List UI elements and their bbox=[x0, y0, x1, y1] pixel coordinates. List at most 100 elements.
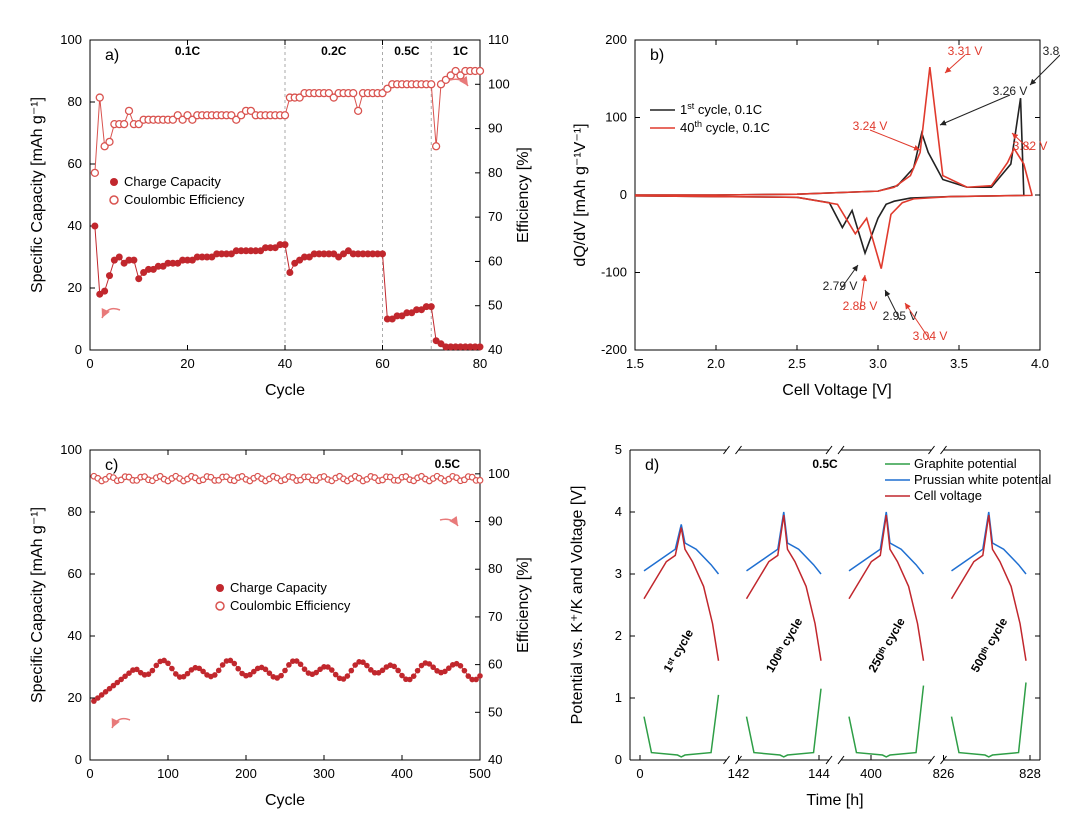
panel-b: b) 1.52.02.53.03.54.0 -200-1000100200 Ce… bbox=[560, 10, 1060, 410]
legend-charge-c: Charge Capacity bbox=[230, 580, 327, 595]
svg-text:3.24 V: 3.24 V bbox=[853, 119, 888, 133]
svg-text:40: 40 bbox=[488, 342, 502, 357]
panel-c-tag: c) bbox=[105, 457, 118, 474]
panel-d: d) 0.5C 012345 0142144400826828 Time [h]… bbox=[560, 420, 1060, 820]
svg-text:60: 60 bbox=[375, 356, 389, 371]
svg-text:0: 0 bbox=[75, 342, 82, 357]
svg-text:90: 90 bbox=[488, 121, 502, 136]
svg-text:2.0: 2.0 bbox=[707, 356, 725, 371]
svg-text:0: 0 bbox=[636, 766, 643, 781]
legend-pw: Prussian white potential bbox=[914, 472, 1051, 487]
svg-text:0.2C: 0.2C bbox=[321, 44, 347, 58]
svg-text:2.79 V: 2.79 V bbox=[823, 279, 858, 293]
svg-text:100: 100 bbox=[605, 110, 627, 125]
svg-text:80: 80 bbox=[488, 165, 502, 180]
svg-text:2.95 V: 2.95 V bbox=[883, 309, 918, 323]
svg-text:70: 70 bbox=[488, 609, 502, 624]
svg-text:3.88 V: 3.88 V bbox=[1043, 44, 1060, 58]
svg-text:50: 50 bbox=[488, 704, 502, 719]
svg-text:90: 90 bbox=[488, 514, 502, 529]
svg-text:80: 80 bbox=[68, 504, 82, 519]
panel-a-tag: a) bbox=[105, 47, 119, 64]
svg-text:40: 40 bbox=[68, 628, 82, 643]
svg-text:500: 500 bbox=[469, 766, 491, 781]
svg-text:110: 110 bbox=[488, 32, 509, 47]
svg-text:200: 200 bbox=[605, 32, 627, 47]
panel-d-ylabel: Potential vs. K⁺/K and Voltage [V] bbox=[569, 486, 586, 725]
panel-b-tag: b) bbox=[650, 47, 664, 64]
svg-text:3.31 V: 3.31 V bbox=[948, 44, 983, 58]
legend-cycle1: 1st cycle, 0.1C bbox=[680, 101, 762, 117]
svg-text:20: 20 bbox=[68, 280, 82, 295]
svg-text:3.04 V: 3.04 V bbox=[913, 329, 948, 343]
svg-text:100: 100 bbox=[60, 442, 82, 457]
panel-d-tag: d) bbox=[645, 457, 659, 474]
svg-text:3.0: 3.0 bbox=[869, 356, 887, 371]
svg-text:500ᵗʰ cycle: 500ᵗʰ cycle bbox=[968, 615, 1010, 675]
svg-text:3.82 V: 3.82 V bbox=[1013, 139, 1048, 153]
svg-text:300: 300 bbox=[313, 766, 335, 781]
panel-c: c) 0.5C 0100200300400500 020406080100 40… bbox=[20, 420, 540, 820]
panel-c-rate: 0.5C bbox=[435, 457, 461, 471]
legend-graphite: Graphite potential bbox=[914, 456, 1017, 471]
svg-text:0: 0 bbox=[86, 766, 93, 781]
svg-text:1: 1 bbox=[615, 690, 622, 705]
svg-text:3: 3 bbox=[615, 566, 622, 581]
svg-text:144: 144 bbox=[808, 766, 830, 781]
panel-c-svg: c) 0.5C 0100200300400500 020406080100 40… bbox=[20, 420, 540, 820]
svg-text:400: 400 bbox=[860, 766, 882, 781]
svg-text:60: 60 bbox=[488, 657, 502, 672]
svg-text:40: 40 bbox=[488, 752, 502, 767]
svg-text:70: 70 bbox=[488, 209, 502, 224]
svg-text:-200: -200 bbox=[601, 342, 627, 357]
svg-text:1ˢᵗ cycle: 1ˢᵗ cycle bbox=[661, 627, 697, 675]
svg-text:0.1C: 0.1C bbox=[175, 44, 201, 58]
svg-text:2: 2 bbox=[615, 628, 622, 643]
svg-text:4.0: 4.0 bbox=[1031, 356, 1049, 371]
svg-text:0.5C: 0.5C bbox=[394, 44, 420, 58]
panel-c-ylabel-right: Efficiency [%] bbox=[515, 557, 532, 653]
legend-cell: Cell voltage bbox=[914, 488, 982, 503]
svg-text:826: 826 bbox=[933, 766, 955, 781]
panel-b-legend: 1st cycle, 0.1C 40th cycle, 0.1C bbox=[650, 101, 770, 135]
svg-text:5: 5 bbox=[615, 442, 622, 457]
panel-d-rate: 0.5C bbox=[812, 457, 838, 471]
panel-a-legend: Charge Capacity Coulombic Efficiency bbox=[110, 174, 245, 207]
svg-text:80: 80 bbox=[488, 561, 502, 576]
svg-text:400: 400 bbox=[391, 766, 413, 781]
svg-text:2.5: 2.5 bbox=[788, 356, 806, 371]
svg-text:50: 50 bbox=[488, 298, 502, 313]
svg-text:0: 0 bbox=[86, 356, 93, 371]
panel-c-xlabel: Cycle bbox=[265, 792, 305, 809]
svg-text:1C: 1C bbox=[453, 44, 469, 58]
panel-a: a) 0.1C 0.2C 0.5C 1C 0 20 40 60 80 0 20 40 60 80 100… bbox=[20, 10, 540, 410]
panel-c-ylabel-left: Specific Capacity [mAh g⁻¹] bbox=[29, 507, 46, 703]
svg-text:100: 100 bbox=[60, 32, 82, 47]
legend-ce: Coulombic Efficiency bbox=[124, 192, 245, 207]
svg-text:0: 0 bbox=[75, 752, 82, 767]
panel-b-ylabel: dQ/dV [mAh g⁻¹V⁻¹] bbox=[572, 123, 589, 266]
panel-b-xlabel: Cell Voltage [V] bbox=[782, 382, 891, 399]
svg-text:-100: -100 bbox=[601, 265, 627, 280]
svg-text:60: 60 bbox=[68, 566, 82, 581]
panel-a-ylabel-right: Efficiency [%] bbox=[515, 147, 532, 243]
svg-text:40: 40 bbox=[278, 356, 292, 371]
legend-charge: Charge Capacity bbox=[124, 174, 221, 189]
svg-text:80: 80 bbox=[68, 94, 82, 109]
panel-d-svg: d) 0.5C 012345 0142144400826828 Time [h]… bbox=[560, 420, 1060, 820]
svg-text:0: 0 bbox=[620, 187, 627, 202]
svg-text:80: 80 bbox=[473, 356, 487, 371]
svg-text:60: 60 bbox=[68, 156, 82, 171]
svg-text:828: 828 bbox=[1019, 766, 1041, 781]
panel-a-ylabel-left: Specific Capacity [mAh g⁻¹] bbox=[29, 97, 46, 293]
svg-text:100ᵗʰ cycle: 100ᵗʰ cycle bbox=[763, 615, 805, 675]
svg-text:100: 100 bbox=[488, 466, 510, 481]
svg-text:20: 20 bbox=[180, 356, 194, 371]
svg-text:100: 100 bbox=[157, 766, 179, 781]
panel-c-legend: Charge Capacity Coulombic Efficiency bbox=[216, 580, 351, 613]
panel-d-xlabel: Time [h] bbox=[806, 792, 863, 809]
svg-text:60: 60 bbox=[488, 253, 502, 268]
panel-d-legend: Graphite potential Prussian white potent… bbox=[885, 456, 1051, 503]
svg-text:40: 40 bbox=[68, 218, 82, 233]
panel-a-svg: a) 0.1C 0.2C 0.5C 1C 0 20 40 60 80 0 20 40 60 80 100… bbox=[20, 10, 540, 410]
